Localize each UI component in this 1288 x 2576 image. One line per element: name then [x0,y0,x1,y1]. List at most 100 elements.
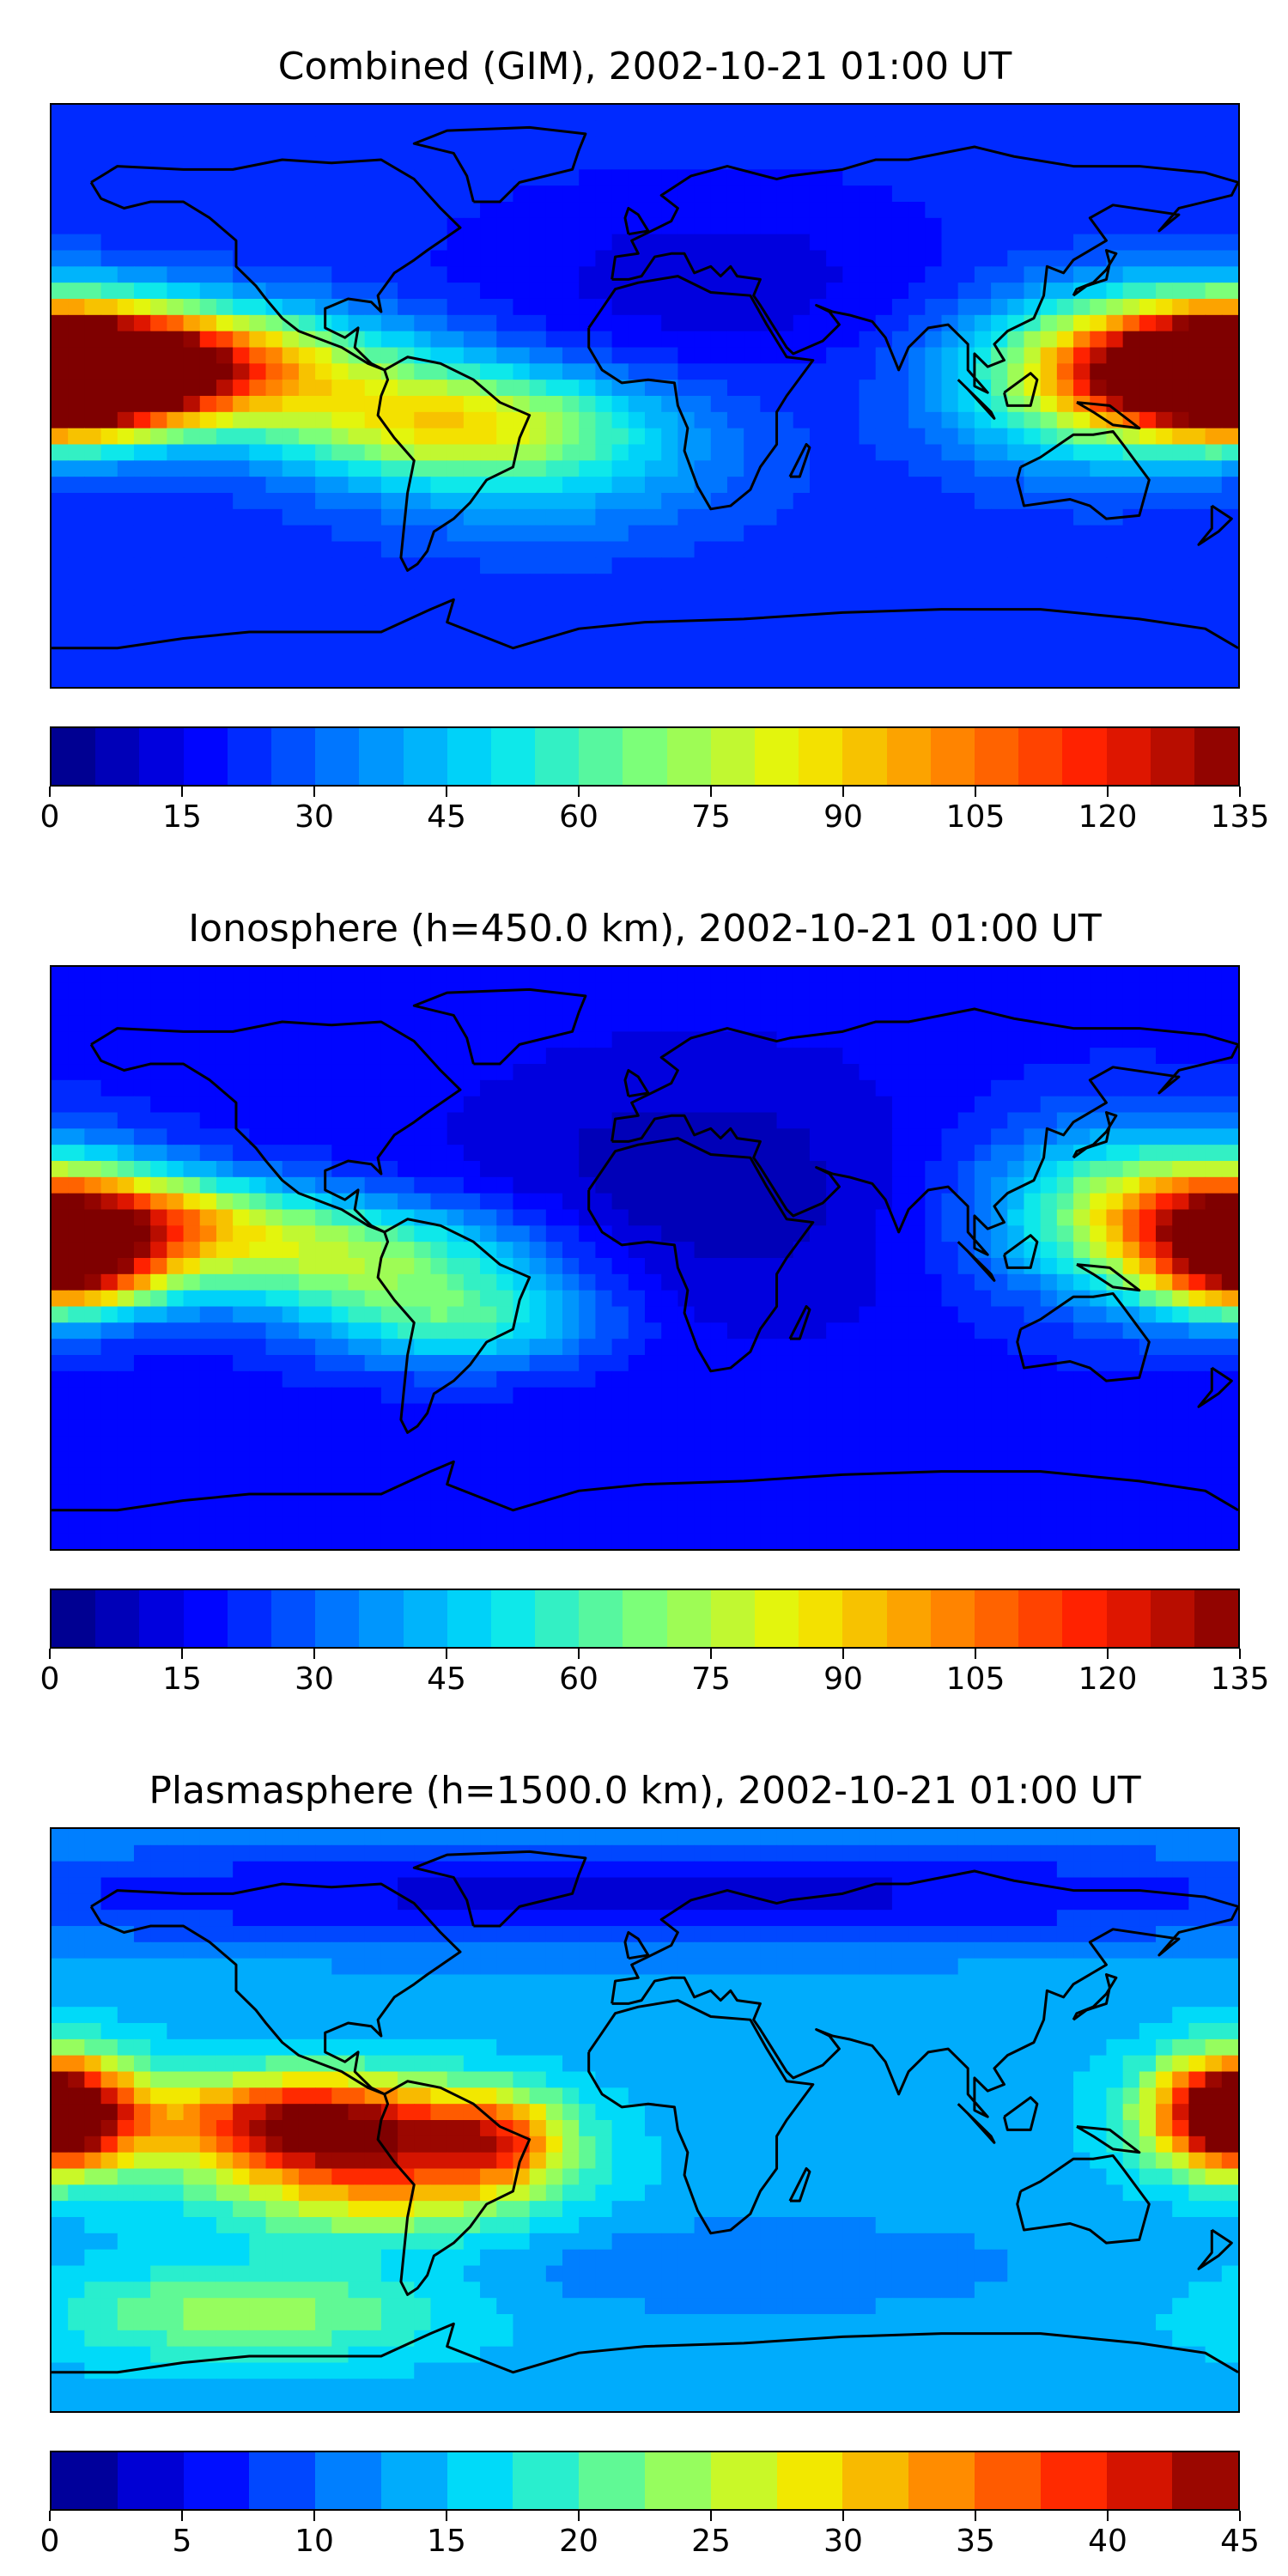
coastline [611,1869,1238,2118]
colorbar-swatch [1194,728,1238,785]
colorbar-tick [710,1649,712,1659]
colorbar-swatch [490,728,536,785]
colorbar-swatch [447,728,491,785]
colorbar-tick [181,787,183,797]
colorbar-ticks-ionosphere: 0 15 30 45 60 75 90 105 120 135 [40,1649,1269,1700]
colorbar-tick-label: 135 [1210,799,1270,835]
colorbar-swatch [403,728,447,785]
colorbar-swatch [183,1590,228,1647]
coastline [1016,1291,1151,1382]
coastline [376,355,532,572]
panel-title-ionosphere: Ionosphere (h=450.0 km), 2002-10-21 01:0… [188,907,1102,951]
coastline [1197,2228,1233,2270]
colorbar-swatch [513,2452,580,2509]
colorbar-swatch [710,728,755,785]
colorbar-tick [1239,1649,1241,1659]
colorbar-swatch [776,2452,843,2509]
colorbar-swatch [710,1590,755,1647]
colorbar-swatch [359,728,404,785]
colorbar-tick [710,787,712,797]
colorbar-swatch [95,1590,140,1647]
colorbar-tick-label: 60 [559,1662,598,1697]
panel-title-combined: Combined (GIM), 2002-10-21 01:00 UT [277,45,1012,88]
coastline [412,987,587,1066]
colorbar-swatch [974,728,1019,785]
colorbar-ticks-plasmasphere: 0 5 10 15 20 25 30 35 40 45 [40,2511,1260,2562]
colorbar-tick-label: 30 [823,2524,863,2559]
colorbar-swatch [1106,728,1151,785]
colorbar-tick [49,787,51,797]
coastline [623,1068,650,1098]
colorbar-tick [1239,2511,1241,2521]
colorbar-tick [313,1649,315,1659]
colorbar-tick-label: 105 [945,1662,1005,1697]
colorbar-swatch [183,728,228,785]
colorbar-tick [578,787,580,797]
coastline [52,1460,1238,1512]
colorbar-tick [710,2511,712,2521]
colorbar-tick [181,1649,183,1659]
coastline [587,275,815,511]
colorbar-swatch [1062,1590,1107,1647]
coastline [376,2080,532,2296]
colorbar-swatch [974,2452,1041,2509]
coastline [89,1882,462,2096]
colorbar-swatch [886,1590,931,1647]
colorbar-swatch [139,728,184,785]
coastline [957,1241,996,1282]
coastline [89,1020,462,1234]
coastline [1016,2154,1151,2245]
coastline [587,1999,815,2235]
colorbar-swatch [908,2452,975,2509]
colorbar-tick [181,2511,183,2521]
colorbar-swatch [249,2452,316,2509]
colorbar-tick [842,1649,844,1659]
colorbar-swatch [1150,728,1194,785]
colorbar-swatch [52,2452,118,2509]
coastline [1197,504,1233,546]
colorbar-swatch [270,1590,316,1647]
colorbar-swatch [315,1590,360,1647]
coastline [788,1304,811,1340]
colorbar-swatch [930,728,975,785]
colorbar-tick [446,1649,447,1659]
coastline [587,1137,815,1373]
colorbar-swatch [755,1590,799,1647]
colorbar-swatch [227,1590,271,1647]
colorbar-swatch [315,2452,381,2509]
colorbar-tick-label: 90 [823,1662,863,1697]
coastline [89,158,462,372]
colorbar-swatch [535,1590,580,1647]
colorbar-swatch [666,728,711,785]
colorbar-tick [1107,2511,1109,2521]
colorbar-swatch [623,1590,667,1647]
colorbar-swatch [842,2452,909,2509]
colorbar-tick [313,787,315,797]
coastline [957,2103,996,2144]
colorbar-swatch [535,728,580,785]
colorbar-swatch [799,728,843,785]
coastline [623,206,650,236]
colorbar-swatch [52,728,96,785]
colorbar-swatch [1106,1590,1151,1647]
colorbar-tick-label: 120 [1078,1662,1138,1697]
colorbar-tick [842,2511,844,2521]
coastline [1197,1366,1233,1408]
colorbar-tick-label: 35 [956,2524,995,2559]
colorbar-tick-label: 15 [427,2524,466,2559]
colorbar-tick [313,2511,315,2521]
coastline [611,1007,1238,1256]
panel-title-plasmasphere: Plasmasphere (h=1500.0 km), 2002-10-21 0… [149,1769,1141,1813]
colorbar-swatch [447,1590,491,1647]
colorbar-swatch [1018,728,1063,785]
colorbar-tick-label: 45 [427,1662,466,1697]
coastline [1076,401,1141,430]
colorbar-ionosphere [50,1589,1240,1649]
map-ionosphere [50,965,1240,1551]
colorbar-swatch [52,1590,96,1647]
colorbar-tick-label: 105 [945,799,1005,835]
coastline [611,145,1238,394]
coastline [1076,2125,1141,2154]
colorbar-swatch [710,2452,777,2509]
colorbar-tick-label: 90 [823,799,863,835]
